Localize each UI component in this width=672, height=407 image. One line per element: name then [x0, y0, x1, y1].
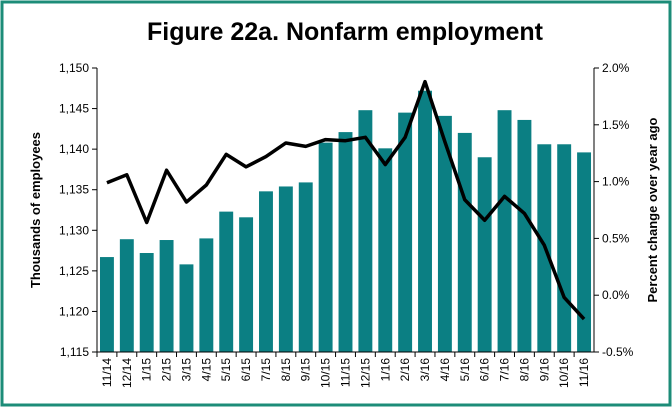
x-tick-label: 7/15: [259, 358, 273, 382]
bar: [437, 115, 452, 352]
x-tick-label: 11/15: [339, 358, 353, 387]
x-tick-label: 6/16: [478, 358, 492, 382]
bar: [278, 186, 293, 352]
bar: [418, 90, 432, 352]
y-tick-label: 1,115: [60, 345, 89, 359]
bar: [239, 217, 254, 352]
bar: [298, 182, 313, 352]
bar: [517, 119, 532, 352]
x-tick-label: 10/16: [557, 358, 571, 388]
x-tick-label: 1/15: [140, 358, 154, 382]
line: [106, 79, 586, 321]
x-tick-label: 6/15: [239, 358, 253, 382]
chart-title: Figure 22a. Nonfarm employment: [147, 18, 544, 46]
bar: [259, 191, 273, 352]
y2-tick-label: 1.0%: [602, 175, 630, 189]
bar: [159, 240, 174, 352]
x-tick-label: 3/15: [179, 358, 193, 382]
y-tick-label: 1,150: [59, 61, 89, 75]
bar: [477, 157, 492, 352]
x-tick-label: 2/15: [160, 358, 174, 382]
y-axis-label: Thousands of employees: [28, 132, 43, 288]
bar: [199, 238, 214, 352]
x-tick-label: 10/15: [319, 358, 333, 388]
y-tick-label: 1,135: [59, 183, 89, 197]
x-tick-label: 5/16: [458, 358, 472, 382]
x-tick-label: 3/16: [418, 358, 432, 382]
x-tick-label: 8/15: [279, 358, 293, 382]
x-tick-label: 4/15: [199, 358, 213, 382]
x-tick-label: 9/16: [537, 358, 551, 382]
bar: [139, 253, 154, 352]
bar: [179, 264, 194, 352]
y2-tick-label: 0.5%: [602, 231, 630, 245]
bar: [457, 132, 472, 352]
y2-tick-label: -0.5%: [602, 345, 634, 359]
x-tick-label: 1/16: [378, 358, 392, 382]
bar: [338, 132, 353, 352]
y2-tick-label: 1.5%: [602, 118, 630, 132]
y2-tick-label: 2.0%: [602, 61, 630, 75]
y-tick-label: 1,120: [59, 304, 89, 318]
x-tick-label: 11/16: [577, 358, 591, 387]
x-tick-label: 9/15: [299, 358, 313, 382]
x-tick-label: 12/15: [358, 358, 372, 388]
bar: [358, 110, 373, 353]
y-tick-label: 1,140: [59, 142, 89, 156]
x-tick-label: 7/16: [498, 358, 512, 382]
x-tick-label: 8/16: [517, 358, 531, 382]
x-tick-label: 12/14: [120, 358, 134, 388]
x-tick-label: 4/16: [438, 358, 452, 382]
x-tick-label: 11/14: [100, 358, 114, 387]
bar: [219, 211, 234, 352]
y-tick-label: 1,145: [59, 102, 89, 116]
y2-axis-label: Percent change over year ago: [645, 117, 660, 302]
bar: [119, 239, 134, 352]
x-tick-label: 5/15: [219, 358, 233, 382]
bar: [577, 152, 592, 352]
bar: [557, 144, 572, 352]
y-tick-label: 1,125: [59, 264, 89, 278]
bar: [378, 148, 393, 352]
bar: [497, 110, 512, 353]
x-tick-label: 2/16: [398, 358, 412, 382]
bar: [398, 112, 413, 352]
bar: [318, 142, 333, 352]
y2-tick-label: 0.0%: [602, 288, 630, 302]
bar: [99, 257, 114, 352]
y-tick-label: 1,130: [59, 223, 89, 237]
